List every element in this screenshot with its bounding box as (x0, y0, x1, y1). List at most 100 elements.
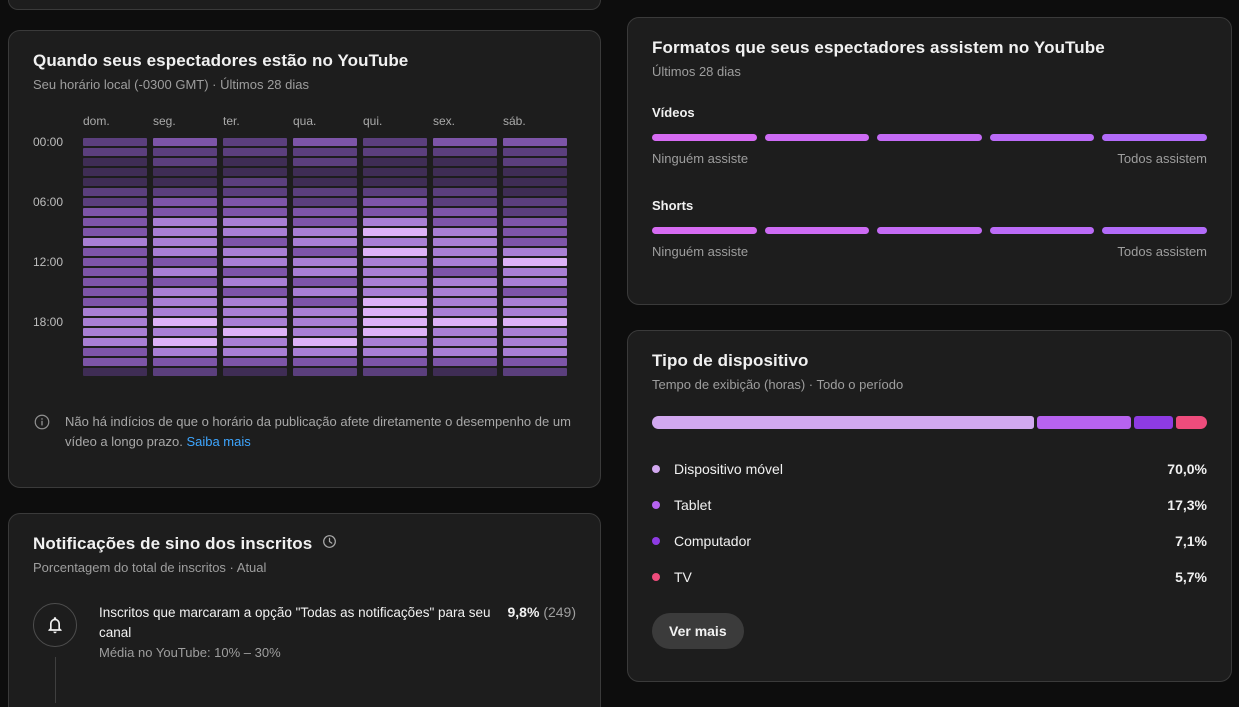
heatmap-cell (363, 258, 427, 266)
heatmap-cell (503, 228, 567, 236)
heatmap-cell (503, 288, 567, 296)
heatmap-cell (363, 168, 427, 176)
bell-item-texts: Inscritos que marcaram a opção "Todas as… (99, 703, 491, 707)
heatmap-time-label: 12:00 (32, 255, 63, 269)
spectrum-segment (877, 134, 982, 141)
ver-mais-button[interactable]: Ver mais (652, 613, 744, 649)
heatmap-cell (363, 308, 427, 316)
heatmap-cell (363, 138, 427, 146)
heatmap-cell (503, 258, 567, 266)
heatmap-cell (363, 248, 427, 256)
heatmap-cell (363, 278, 427, 286)
bell-icon (33, 603, 77, 647)
spectrum-max-label: Todos assistem (1117, 244, 1207, 259)
heatmap-cell (363, 358, 427, 366)
device-stacked-bar (652, 416, 1207, 429)
heatmap-cell (223, 268, 287, 276)
formats-card-title: Formatos que seus espectadores assistem … (652, 38, 1105, 57)
heatmap-cell (293, 198, 357, 206)
heatmap-cell (503, 308, 567, 316)
heatmap-cell (503, 188, 567, 196)
heatmap-cell (153, 148, 217, 156)
heatmap-cell (83, 318, 147, 326)
videos-label: Vídeos (652, 105, 695, 120)
device-legend-row: Tablet 17,3% (652, 487, 1207, 523)
heatmap-cell (503, 178, 567, 186)
heatmap-grid (83, 138, 573, 378)
heatmap-cell (153, 368, 217, 376)
heatmap-cell (83, 198, 147, 206)
heatmap-day-label: seg. (153, 114, 176, 128)
legend-value: 5,7% (1175, 569, 1207, 585)
heatmap-day-label: dom. (83, 114, 110, 128)
bell-rail-spacer (33, 703, 77, 707)
heatmap-column (503, 138, 567, 378)
value-count: (249) (543, 604, 576, 620)
heatmap-day-header: dom. seg. ter. qua. qui. sex. sáb. (33, 114, 576, 128)
heatmap-cell (83, 188, 147, 196)
heatmap-cell (503, 268, 567, 276)
heatmap-cell (503, 368, 567, 376)
heatmap-cell (293, 348, 357, 356)
heatmap-cell (153, 278, 217, 286)
heatmap-body: 00:00 06:00 12:00 18:00 (32, 135, 576, 378)
heatmap-cell (83, 138, 147, 146)
heatmap-cell (503, 338, 567, 346)
device-bar-segment (652, 416, 1034, 429)
heatmap-cell (363, 288, 427, 296)
heatmap-column (223, 138, 287, 378)
heatmap-cell (83, 158, 147, 166)
viewer-activity-heatmap: dom. seg. ter. qua. qui. sex. sáb. 00:00 06:00 1… (33, 114, 576, 378)
bell-rail (33, 603, 77, 703)
heatmap-cell (363, 318, 427, 326)
formats-card-subtitle: Últimos 28 dias (652, 64, 741, 79)
heatmap-day-labels: dom. seg. ter. qua. qui. sex. sáb. (83, 114, 573, 128)
heatmap-time-axis: 00:00 06:00 12:00 18:00 (32, 135, 83, 378)
heatmap-cell (433, 358, 497, 366)
heatmap-cell (433, 248, 497, 256)
heatmap-cell (83, 328, 147, 336)
spectrum-segment (1102, 134, 1207, 141)
heatmap-cell (83, 228, 147, 236)
heatmap-cell (503, 158, 567, 166)
heatmap-cell (153, 228, 217, 236)
spectrum-segment (652, 227, 757, 234)
heatmap-cell (293, 318, 357, 326)
partial-card-above (8, 0, 601, 10)
device-legend-row: TV 5,7% (652, 559, 1207, 595)
heatmap-cell (83, 148, 147, 156)
heatmap-cell (293, 158, 357, 166)
heatmap-day-label: sáb. (503, 114, 526, 128)
heatmap-cell (293, 228, 357, 236)
spectrum-segment (764, 227, 870, 234)
connector-line (54, 657, 56, 703)
saiba-mais-link[interactable]: Saiba mais (186, 434, 251, 449)
heatmap-cell (363, 338, 427, 346)
heatmap-day-label: qua. (293, 114, 317, 128)
heatmap-cell (433, 138, 497, 146)
heatmap-cell (503, 298, 567, 306)
heatmap-cell (293, 258, 357, 266)
heatmap-cell (83, 298, 147, 306)
heatmap-cell (363, 178, 427, 186)
heatmap-cell (433, 188, 497, 196)
heatmap-cell (433, 198, 497, 206)
heatmap-column (433, 138, 497, 378)
heatmap-cell (153, 268, 217, 276)
legend-label: Tablet (674, 497, 712, 513)
heatmap-cell (363, 328, 427, 336)
heatmap-day-label: ter. (223, 114, 240, 128)
heatmap-cell (363, 148, 427, 156)
heatmap-cell (83, 208, 147, 216)
heatmap-cell (153, 358, 217, 366)
heatmap-cell (433, 178, 497, 186)
spectrum-max-label: Todos assistem (1117, 151, 1207, 166)
heatmap-cell (503, 278, 567, 286)
heatmap-cell (153, 348, 217, 356)
heatmap-cell (503, 168, 567, 176)
heatmap-cell (433, 258, 497, 266)
heatmap-cell (293, 218, 357, 226)
when-viewers-subtitle: Seu horário local (-0300 GMT) · Últimos … (33, 77, 309, 92)
bell-card-title: Notificações de sino dos inscritos (33, 534, 313, 553)
bell-item-value: 9,8% (249) (492, 603, 577, 620)
